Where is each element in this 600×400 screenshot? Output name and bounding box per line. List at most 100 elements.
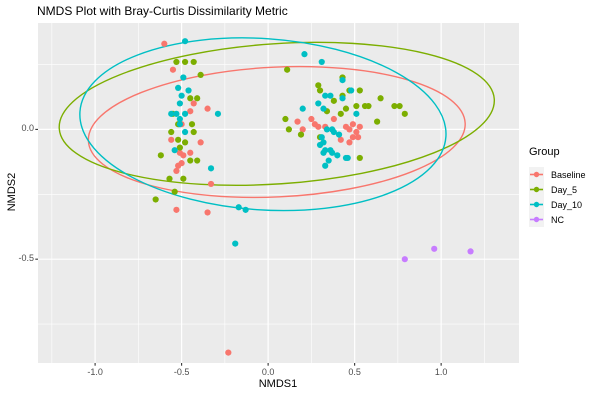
data-point-baseline (354, 134, 362, 141)
data-point-day_10 (214, 110, 222, 117)
x-tick-label: 1.0 (434, 367, 448, 377)
x-tick-label: -1.0 (87, 367, 103, 377)
x-tick-label: 0.5 (348, 367, 361, 377)
data-point-day_5 (181, 58, 189, 66)
data-point-day_5 (361, 102, 369, 110)
y-tick-label: 0.0 (21, 123, 34, 134)
data-point-day_10 (176, 100, 183, 107)
data-point-baseline (346, 139, 353, 146)
data-point-day_5 (353, 102, 360, 110)
data-point-baseline (330, 115, 337, 123)
data-point-baseline (337, 136, 344, 143)
data-point-baseline (197, 139, 204, 146)
data-point-baseline (349, 134, 356, 141)
data-point-baseline (168, 136, 175, 143)
legend-item-label: Day_5 (551, 184, 578, 195)
data-point-baseline (178, 160, 185, 167)
data-point-day_10 (318, 58, 325, 66)
data-point-day_5 (188, 121, 196, 128)
data-point-day_10 (339, 95, 346, 102)
data-point-baseline (169, 66, 177, 73)
data-point-day_5 (284, 66, 291, 73)
data-point-day_5 (176, 144, 183, 151)
data-point-day_5 (315, 82, 322, 89)
data-point-baseline (356, 123, 363, 130)
data-point-day_5 (297, 131, 305, 138)
data-point-day_5 (190, 58, 197, 66)
data-point-day_10 (323, 126, 331, 133)
data-point-day_5 (337, 110, 344, 117)
data-point-baseline (161, 40, 168, 47)
data-point-day_10 (207, 165, 215, 172)
data-point-baseline (346, 126, 353, 133)
data-point-day_10 (175, 84, 182, 91)
legend: Group Baseline Day_5 Day_10 NC (529, 146, 586, 227)
data-point-day_5 (181, 139, 189, 146)
legend-rows: Baseline Day_5 Day_10 NC (529, 167, 586, 227)
data-point-baseline (207, 180, 215, 188)
data-point-baseline (299, 126, 306, 133)
data-point-baseline (308, 115, 315, 123)
data-point-day_10 (335, 131, 343, 138)
data-point-day_5 (157, 152, 164, 159)
data-point-day_10 (185, 87, 192, 94)
data-point-baseline (204, 209, 211, 216)
legend-item-day_5: Day_5 (529, 182, 586, 197)
legend-key-glyph (529, 197, 544, 212)
data-point-day_5 (194, 157, 201, 164)
data-point-day_5 (342, 105, 350, 112)
data-point-baseline (173, 167, 180, 175)
data-point-baseline (204, 105, 211, 112)
data-point-day_10 (181, 128, 189, 136)
data-point-day_5 (175, 136, 182, 143)
data-point-day_5 (330, 97, 337, 104)
data-point-baseline (187, 149, 194, 156)
data-point-baseline (349, 121, 356, 128)
data-point-day_5 (180, 175, 187, 182)
data-point-day_10 (180, 74, 187, 81)
legend-key-glyph (529, 182, 544, 197)
data-point-day_10 (322, 92, 329, 99)
data-point-day_10 (327, 92, 334, 99)
data-point-day_10 (339, 76, 346, 84)
legend-item-label: Day_10 (551, 199, 583, 210)
data-point-day_10 (301, 51, 308, 58)
data-point-day_5 (171, 188, 178, 195)
x-axis-title: NMDS1 (258, 378, 298, 390)
data-point-baseline (190, 100, 197, 107)
data-point-day_5 (356, 154, 363, 162)
data-point-day_5 (285, 126, 292, 133)
data-point-day_5 (316, 87, 324, 94)
data-point-day_5 (377, 95, 384, 102)
data-point-day_5 (166, 175, 173, 182)
data-point-day_10 (232, 240, 239, 247)
data-point-day_10 (344, 154, 351, 162)
data-point-nc (431, 245, 438, 252)
data-point-day_5 (168, 128, 175, 136)
data-point-day_10 (320, 105, 327, 112)
data-point-day_5 (194, 95, 201, 102)
data-point-baseline (187, 108, 194, 115)
data-point-baseline (180, 152, 187, 159)
data-point-day_10 (325, 157, 332, 164)
legend-key-glyph (529, 167, 544, 182)
legend-item-label: NC (551, 214, 564, 225)
data-point-day_10 (178, 92, 185, 99)
data-point-day_10 (353, 110, 360, 117)
data-point-day_10 (322, 162, 329, 169)
legend-key-glyph (529, 212, 544, 227)
data-point-baseline (225, 349, 232, 356)
data-point-day_10 (176, 115, 183, 123)
data-point-day_10 (330, 128, 337, 136)
data-point-day_10 (348, 87, 355, 94)
data-point-baseline (315, 123, 322, 130)
y-axis-title: NMDS2 (6, 172, 18, 212)
x-tick-label: 0.0 (261, 367, 275, 377)
data-point-day_10 (329, 149, 336, 156)
y-tick-label: -0.5 (18, 253, 34, 264)
data-point-day_10 (176, 121, 183, 128)
x-tick-label: -0.5 (173, 367, 190, 377)
group-ellipse-day_10 (79, 37, 447, 212)
